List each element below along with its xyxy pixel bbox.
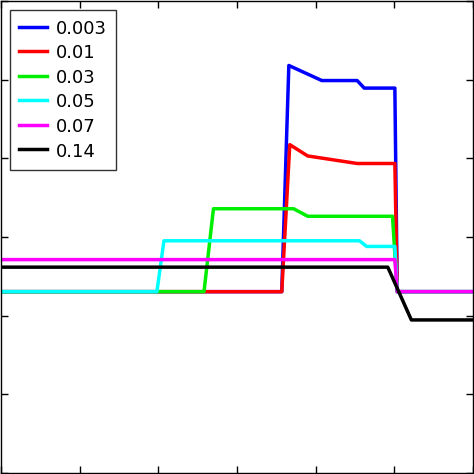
0.003 [361, 85, 367, 91]
0.14 [371, 264, 376, 270]
0.14 [409, 317, 414, 323]
0.003 [0, 289, 4, 294]
Line: 0.03: 0.03 [1, 209, 474, 292]
0.003 [319, 78, 325, 83]
0.05 [364, 244, 369, 249]
0.05 [356, 238, 362, 244]
0.003 [355, 78, 360, 83]
Line: 0.003: 0.003 [1, 65, 474, 292]
0.003 [394, 289, 400, 294]
0.07 [392, 257, 398, 263]
Line: 0.05: 0.05 [1, 241, 474, 292]
Legend: 0.003, 0.01, 0.03, 0.05, 0.07, 0.14: 0.003, 0.01, 0.03, 0.05, 0.07, 0.14 [10, 10, 116, 170]
0.01 [0, 289, 4, 294]
0.03 [0, 289, 4, 294]
Line: 0.14: 0.14 [1, 267, 474, 320]
0.03 [291, 206, 296, 211]
0.05 [394, 289, 400, 294]
0.003 [279, 289, 284, 294]
0.01 [279, 289, 284, 294]
0.01 [361, 161, 367, 166]
0.14 [385, 264, 391, 270]
0.05 [392, 244, 398, 249]
0.01 [287, 142, 292, 147]
0.003 [392, 85, 398, 91]
0.07 [371, 257, 376, 263]
Line: 0.01: 0.01 [1, 145, 474, 292]
0.01 [392, 161, 398, 166]
0.03 [201, 289, 207, 294]
0.07 [394, 289, 400, 294]
Line: 0.07: 0.07 [1, 260, 474, 292]
0.03 [390, 213, 395, 219]
0.07 [0, 257, 4, 263]
0.03 [210, 206, 216, 211]
0.05 [154, 289, 160, 294]
0.03 [394, 289, 400, 294]
0.05 [161, 238, 167, 244]
0.14 [0, 264, 4, 270]
0.01 [394, 289, 400, 294]
0.01 [305, 153, 310, 159]
0.003 [286, 63, 292, 68]
0.01 [355, 161, 360, 166]
0.05 [0, 289, 4, 294]
0.03 [305, 213, 310, 219]
